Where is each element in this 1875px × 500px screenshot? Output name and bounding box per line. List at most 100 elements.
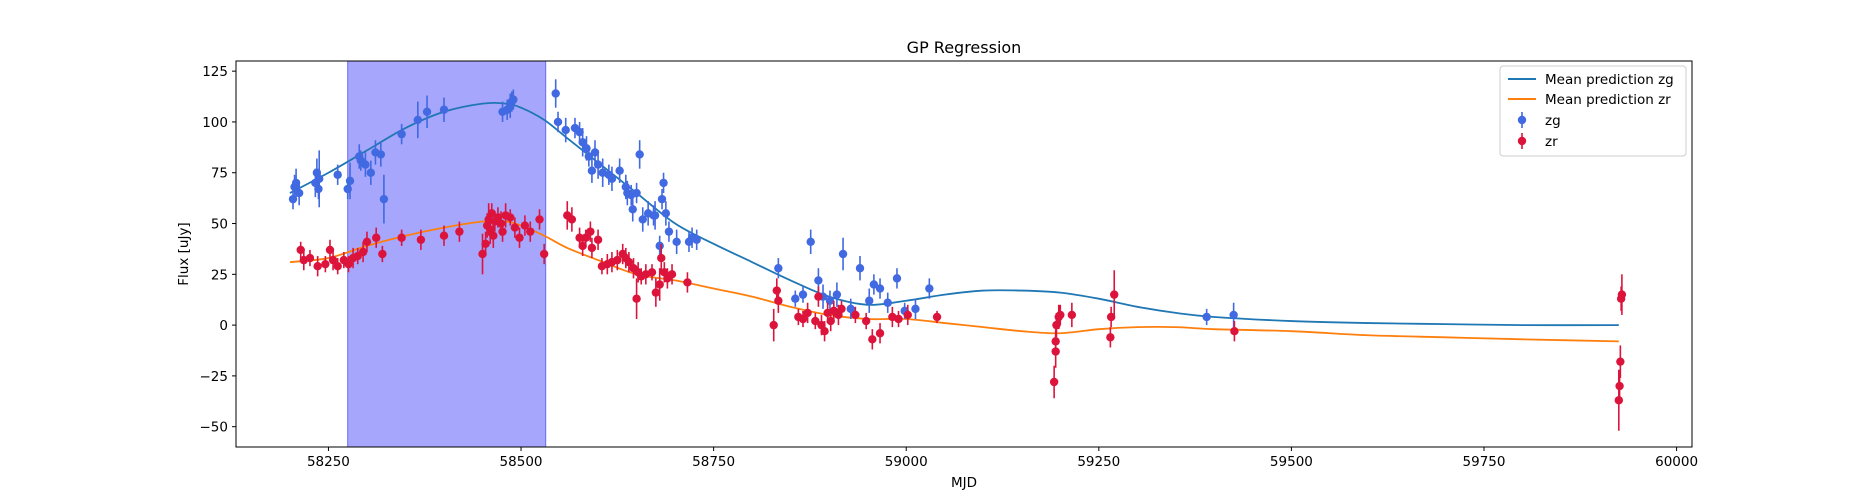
data-point-zr: [344, 256, 353, 273]
data-point-zg: [294, 180, 304, 206]
data-point-zr: [657, 243, 666, 273]
data-point-zr: [868, 329, 877, 350]
data-point-zg: [584, 146, 594, 167]
marker: [510, 223, 520, 232]
data-point-zg: [838, 237, 848, 271]
x-tick-label: 59500: [1270, 454, 1313, 470]
data-point-zr: [1106, 306, 1116, 328]
data-point-zg: [551, 79, 560, 108]
legend-marker-zr: [1517, 133, 1527, 149]
data-point-zr: [1067, 302, 1077, 328]
marker: [892, 274, 902, 283]
y-axis-label: Flux [uJy]: [176, 222, 192, 285]
data-point-zg: [422, 95, 432, 129]
data-point-zr: [861, 312, 871, 330]
marker: [774, 296, 783, 305]
marker: [659, 178, 668, 188]
marker: [366, 168, 376, 177]
data-point-zg: [774, 258, 783, 279]
marker: [586, 227, 595, 236]
data-point-zg: [578, 128, 587, 157]
marker: [851, 310, 860, 320]
data-point-zg: [376, 142, 386, 167]
plot-frame: [235, 60, 1693, 448]
data-point-zr: [416, 229, 426, 250]
data-point-zg: [333, 164, 342, 185]
marker: [865, 296, 874, 305]
y-tick-label: −25: [200, 369, 229, 385]
data-point-zr: [1110, 270, 1119, 320]
data-point-zr: [1049, 365, 1059, 399]
marker: [903, 310, 912, 320]
data-point-zr: [313, 256, 322, 277]
data-point-zr: [613, 249, 622, 271]
x-tick-label: 59000: [885, 454, 928, 470]
marker: [769, 320, 778, 330]
marker: [422, 107, 432, 116]
marker: [593, 235, 603, 244]
marker: [325, 245, 335, 255]
data-point-zg: [661, 201, 671, 226]
marker: [657, 253, 666, 263]
marker: [647, 268, 657, 277]
data-point-zr: [439, 225, 449, 246]
data-point-zg: [883, 292, 892, 313]
data-point-zg: [911, 298, 920, 320]
legend-box: [1499, 65, 1687, 157]
marker: [772, 286, 781, 295]
marker: [372, 233, 381, 242]
marker: [650, 211, 660, 220]
data-point-zr: [894, 310, 903, 328]
data-point-zr: [655, 268, 664, 301]
data-point-zr: [1617, 274, 1627, 315]
legend-label-zg-points: zg: [1545, 113, 1561, 129]
marker: [328, 255, 338, 265]
data-point-zg: [509, 89, 518, 110]
data-point-zr: [803, 302, 812, 324]
marker: [861, 316, 871, 326]
marker: [791, 294, 800, 303]
data-point-zr: [362, 231, 372, 252]
marker: [1106, 333, 1115, 342]
data-point-zg: [657, 188, 667, 210]
legend-dot: [1517, 136, 1527, 146]
marker: [333, 261, 342, 271]
marker: [294, 188, 304, 198]
data-point-zr: [328, 249, 338, 271]
data-point-zg: [587, 158, 597, 183]
marker: [487, 209, 496, 218]
data-point-zg: [315, 150, 324, 208]
marker: [883, 298, 892, 307]
data-point-zr: [481, 231, 490, 257]
data-point-zr: [535, 209, 544, 230]
data-point-zr: [586, 221, 595, 242]
marker: [553, 117, 563, 127]
data-point-zr: [305, 249, 315, 267]
marker: [439, 105, 449, 114]
data-point-zr: [647, 264, 657, 281]
x-tick-label: 58750: [692, 454, 735, 470]
marker: [814, 292, 823, 301]
marker: [667, 270, 677, 279]
marker: [894, 314, 903, 324]
shaded-region: [347, 60, 547, 448]
marker: [361, 160, 370, 169]
marker: [875, 284, 885, 293]
data-point-zg: [638, 207, 647, 232]
data-point-zr: [826, 310, 835, 332]
data-point-zg: [607, 166, 617, 192]
data-point-zr: [526, 221, 535, 242]
data-point-zg: [925, 278, 934, 299]
marker: [1202, 312, 1211, 322]
data-point-zg: [575, 121, 584, 143]
data-point-zr: [489, 223, 498, 248]
data-point-zg: [615, 158, 624, 183]
marker: [575, 127, 584, 137]
data-point-zr: [515, 227, 524, 248]
marker: [811, 316, 820, 326]
data-point-zr: [814, 286, 823, 307]
marker: [1229, 310, 1238, 320]
data-point-zg: [561, 117, 570, 143]
data-point-zg: [798, 286, 808, 303]
marker: [1106, 312, 1116, 322]
